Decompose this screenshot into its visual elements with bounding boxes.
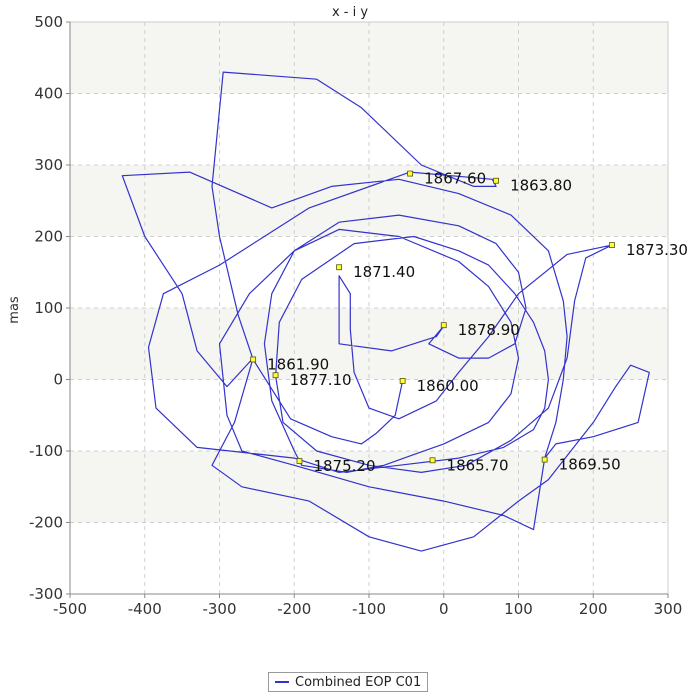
annotation-marker	[336, 264, 343, 271]
x-tick-label: 300	[654, 600, 683, 618]
annotation-marker	[272, 372, 279, 379]
legend: Combined EOP C01	[268, 672, 429, 692]
x-tick-label: 100	[504, 600, 533, 618]
point-markers	[250, 170, 615, 464]
annotation-label: 1869.50	[559, 456, 621, 474]
annotation-label: 1873.30	[626, 241, 688, 259]
annotation-label: 1860.00	[417, 377, 479, 395]
annotation-marker	[609, 242, 615, 248]
annotation-marker	[429, 457, 436, 464]
y-tick-label: 500	[34, 13, 63, 31]
x-tick-label: -300	[202, 600, 236, 618]
y-tick-label: 300	[34, 156, 63, 174]
annotation-marker	[440, 322, 447, 329]
annotation-label: 1865.70	[447, 456, 509, 474]
x-tick-label: -200	[277, 600, 311, 618]
annotation-label: 1871.40	[353, 263, 415, 281]
y-tick-label: 100	[34, 299, 63, 317]
legend-swatch	[275, 681, 289, 683]
y-tick-label: -300	[29, 585, 63, 603]
series-layer	[121, 71, 650, 552]
annotation-marker	[296, 458, 303, 464]
annotation-label: 1878.90	[458, 321, 520, 339]
annotation-labels: 1860.00 1861.90 1863.80 1865.70 1867.60 1869.…	[267, 170, 688, 475]
y-tick-label: 400	[34, 85, 63, 103]
annotation-label: 1875.20	[313, 457, 375, 475]
x-tick-label: -500	[53, 600, 87, 618]
annotation-label: 1863.80	[510, 177, 572, 195]
x-tick-label: -100	[352, 600, 386, 618]
annotation-label: 1877.10	[290, 371, 352, 389]
annotation-marker	[493, 177, 499, 184]
series-line	[121, 71, 650, 552]
chart-title: x - i y	[332, 5, 368, 20]
annotation-label: 1867.60	[424, 170, 486, 188]
annotation-marker	[541, 456, 548, 463]
tick-labels: -500 -400 -300 -200 -100 0 100 200 300 -300 -200 -1…	[29, 13, 682, 618]
y-tick-label: 200	[34, 228, 63, 246]
annotation-marker	[407, 170, 414, 177]
y-tick-label: -200	[29, 514, 63, 532]
y-axis-title: mas	[7, 296, 22, 324]
x-tick-label: 200	[579, 600, 608, 618]
annotation-marker	[250, 356, 257, 363]
annotation-label: 1861.90	[267, 355, 329, 373]
x-tick-label: -400	[128, 600, 162, 618]
annotation-marker	[399, 378, 406, 384]
y-tick-label: 0	[53, 371, 63, 389]
y-tick-label: -100	[29, 442, 63, 460]
legend-label: Combined EOP C01	[295, 674, 422, 690]
x-tick-label: 0	[439, 600, 449, 618]
